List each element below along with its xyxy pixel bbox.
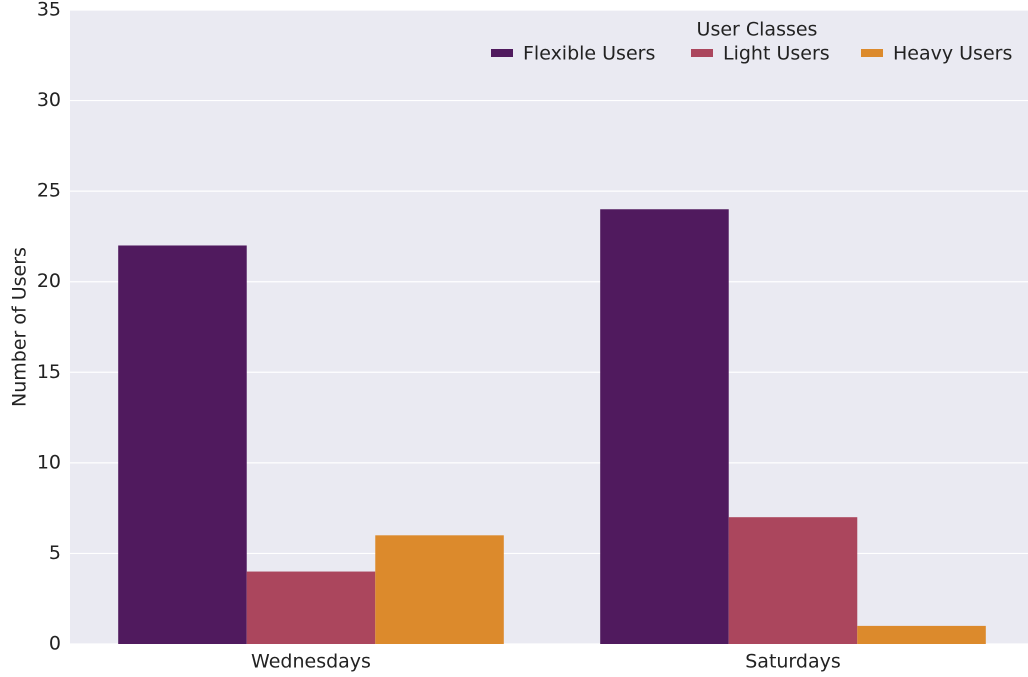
y-tick-label: 30 bbox=[37, 89, 61, 111]
bars bbox=[118, 209, 986, 644]
y-axis-label: Number of Users bbox=[9, 247, 31, 407]
y-tick-label: 20 bbox=[37, 270, 61, 292]
legend-title: User Classes bbox=[697, 19, 818, 41]
bar bbox=[375, 535, 504, 644]
legend-label: Flexible Users bbox=[523, 43, 655, 65]
x-tick-label: Saturdays bbox=[745, 651, 841, 673]
y-tick-label: 25 bbox=[37, 180, 61, 202]
y-tick-label: 15 bbox=[37, 361, 61, 383]
bar bbox=[600, 209, 729, 644]
legend-swatch bbox=[691, 49, 713, 57]
legend-swatch bbox=[861, 49, 883, 57]
bar bbox=[857, 625, 986, 644]
y-tick-label: 5 bbox=[49, 542, 61, 564]
y-tick-label: 10 bbox=[37, 451, 61, 473]
legend-label: Heavy Users bbox=[893, 43, 1012, 65]
bar bbox=[728, 517, 858, 644]
y-tick-label: 35 bbox=[37, 0, 61, 21]
x-tick-label: Wednesdays bbox=[251, 651, 371, 673]
bar bbox=[118, 245, 247, 644]
legend-swatch bbox=[491, 49, 513, 57]
bar bbox=[246, 571, 376, 644]
legend-label: Light Users bbox=[723, 43, 830, 65]
y-tick-label: 0 bbox=[49, 633, 61, 655]
